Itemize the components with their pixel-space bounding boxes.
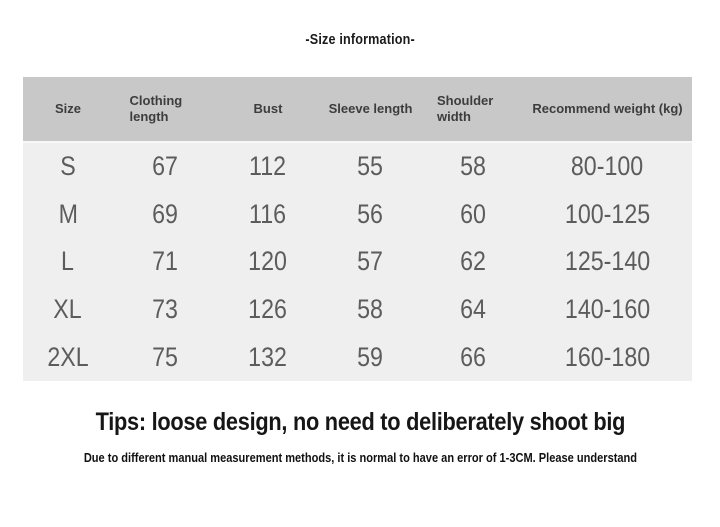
header-cell-shoulder-width: Shoulder width xyxy=(423,77,523,141)
table-cell: 62 xyxy=(423,238,523,286)
table-cell: 58 xyxy=(423,143,523,191)
cell-value: 58 xyxy=(460,151,486,182)
size-information-page: -Size information- Size Clothing length … xyxy=(0,31,720,527)
table-cell: 66 xyxy=(423,333,523,381)
table-cell: M xyxy=(23,191,113,239)
header-label: Shoulder width xyxy=(437,92,494,124)
tips-text-content: Tips: loose design, no need to deliberat… xyxy=(95,407,625,436)
cell-value: 55 xyxy=(357,151,384,182)
table-row-2xl: 2XL 75 132 59 66 160-180 xyxy=(23,333,692,381)
table-cell: 73 xyxy=(113,286,218,334)
cell-value: 57 xyxy=(357,246,384,277)
cell-value: M xyxy=(58,198,78,229)
cell-value: 100-125 xyxy=(564,198,651,229)
cell-value: 140-160 xyxy=(564,294,651,325)
table-cell: 140-160 xyxy=(523,286,692,334)
header-cell-bust: Bust xyxy=(218,77,318,141)
cell-value: L xyxy=(61,246,75,277)
measurement-note-text: Due to different manual measurement meth… xyxy=(0,450,720,465)
table-row-l: L 71 120 57 62 125-140 xyxy=(23,238,692,286)
table-body: S 67 112 55 58 80-100 M 69 116 56 60 100… xyxy=(23,143,692,381)
header-label: Sleeve length xyxy=(328,100,413,116)
size-table: Size Clothing length Bust Sleeve length … xyxy=(23,77,692,381)
cell-value: 126 xyxy=(248,294,288,325)
cell-value: 132 xyxy=(248,341,288,372)
table-cell: 132 xyxy=(218,333,318,381)
tips-text: Tips: loose design, no need to deliberat… xyxy=(0,408,720,437)
table-cell: 64 xyxy=(423,286,523,334)
header-label: Recommend weight (kg) xyxy=(532,100,683,116)
cell-value: 69 xyxy=(152,198,179,229)
table-cell: 59 xyxy=(318,333,423,381)
cell-value: 56 xyxy=(357,198,384,229)
header-label: Size xyxy=(54,100,81,116)
cell-value: XL xyxy=(53,294,83,325)
table-cell: 100-125 xyxy=(523,191,692,239)
table-row-m: M 69 116 56 60 100-125 xyxy=(23,191,692,239)
measurement-note-content: Due to different manual measurement meth… xyxy=(83,449,637,465)
table-cell: 56 xyxy=(318,191,423,239)
cell-value: 58 xyxy=(357,294,384,325)
header-label: Bust xyxy=(253,100,283,116)
table-cell: 71 xyxy=(113,238,218,286)
cell-value: 59 xyxy=(357,341,384,372)
page-title: -Size information- xyxy=(0,31,720,48)
table-cell: 120 xyxy=(218,238,318,286)
table-cell: 126 xyxy=(218,286,318,334)
table-cell: 57 xyxy=(318,238,423,286)
table-cell: 55 xyxy=(318,143,423,191)
table-cell: 80-100 xyxy=(523,143,692,191)
table-cell: 75 xyxy=(113,333,218,381)
cell-value: 75 xyxy=(152,341,179,372)
table-cell: 112 xyxy=(218,143,318,191)
table-cell: 67 xyxy=(113,143,218,191)
table-cell: 2XL xyxy=(23,333,113,381)
cell-value: 64 xyxy=(460,294,486,325)
table-cell: 60 xyxy=(423,191,523,239)
cell-value: 160-180 xyxy=(564,341,651,372)
cell-value: 71 xyxy=(152,246,179,277)
table-row-xl: XL 73 126 58 64 140-160 xyxy=(23,286,692,334)
header-label: Clothing length xyxy=(129,92,183,124)
cell-value: 66 xyxy=(460,341,486,372)
cell-value: 60 xyxy=(460,198,486,229)
header-cell-size: Size xyxy=(23,77,113,141)
cell-value: 67 xyxy=(152,151,179,182)
table-row-s: S 67 112 55 58 80-100 xyxy=(23,143,692,191)
table-cell: L xyxy=(23,238,113,286)
header-cell-recommend-weight: Recommend weight (kg) xyxy=(523,77,692,141)
table-cell: 58 xyxy=(318,286,423,334)
header-cell-sleeve-length: Sleeve length xyxy=(318,77,423,141)
cell-value: 2XL xyxy=(47,341,89,372)
cell-value: 73 xyxy=(152,294,179,325)
table-cell: 116 xyxy=(218,191,318,239)
table-cell: 69 xyxy=(113,191,218,239)
table-header-row: Size Clothing length Bust Sleeve length … xyxy=(23,77,692,143)
cell-value: 125-140 xyxy=(564,246,651,277)
cell-value: 80-100 xyxy=(571,151,644,182)
header-cell-clothing-length: Clothing length xyxy=(113,77,218,141)
cell-value: 112 xyxy=(249,151,287,182)
page-title-text: -Size information- xyxy=(305,31,415,48)
table-cell: XL xyxy=(23,286,113,334)
table-cell: 160-180 xyxy=(523,333,692,381)
cell-value: 116 xyxy=(249,198,287,229)
cell-value: S xyxy=(60,151,76,182)
cell-value: 62 xyxy=(460,246,486,277)
table-cell: 125-140 xyxy=(523,238,692,286)
cell-value: 120 xyxy=(248,246,288,277)
table-cell: S xyxy=(23,143,113,191)
